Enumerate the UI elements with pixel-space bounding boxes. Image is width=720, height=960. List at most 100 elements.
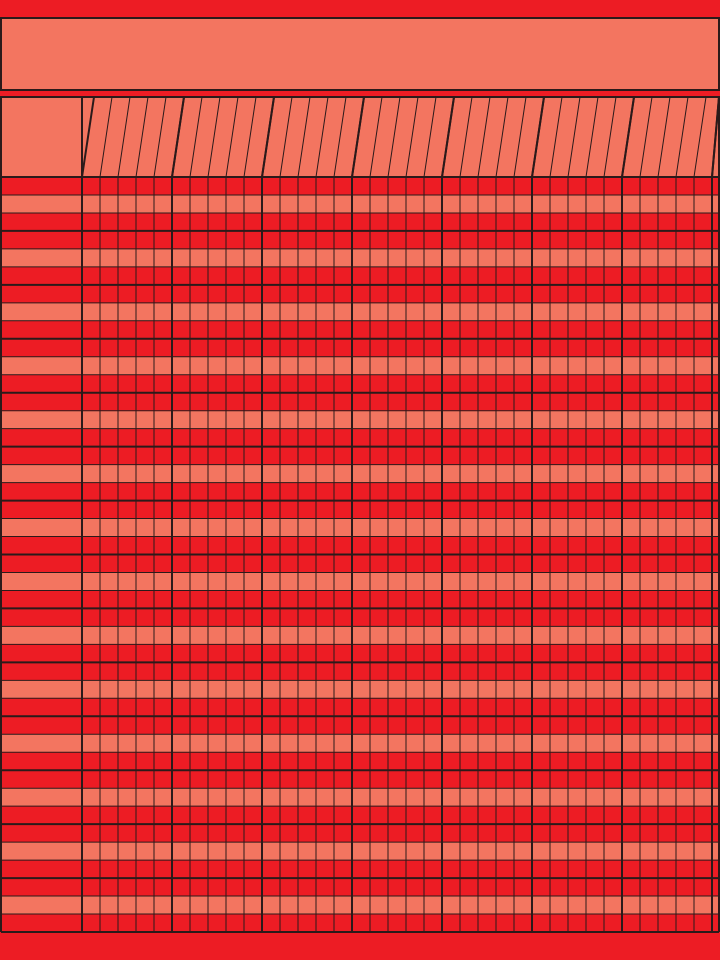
row-cells[interactable] bbox=[82, 392, 719, 411]
row-name-cell[interactable] bbox=[1, 680, 82, 699]
table-row bbox=[1, 860, 719, 879]
row-cells[interactable] bbox=[82, 752, 719, 771]
row-cells[interactable] bbox=[82, 248, 719, 267]
header-slanted-line bbox=[639, 96, 653, 178]
row-name-cell[interactable] bbox=[1, 194, 82, 213]
row-name-cell[interactable] bbox=[1, 464, 82, 483]
row-cells[interactable] bbox=[82, 518, 719, 537]
row-name-cell[interactable] bbox=[1, 896, 82, 915]
row-name-cell[interactable] bbox=[1, 302, 82, 321]
row-cells[interactable] bbox=[82, 177, 719, 195]
row-name-cell[interactable] bbox=[1, 824, 82, 843]
row-cells[interactable] bbox=[82, 302, 719, 321]
row-cells[interactable] bbox=[82, 428, 719, 447]
row-cells[interactable] bbox=[82, 410, 719, 429]
row-cells[interactable] bbox=[82, 716, 719, 735]
row-name-cell[interactable] bbox=[1, 338, 82, 357]
row-cells[interactable] bbox=[82, 878, 719, 897]
row-name-cell[interactable] bbox=[1, 356, 82, 375]
row-name-cell[interactable] bbox=[1, 878, 82, 897]
row-cells[interactable] bbox=[82, 230, 719, 249]
row-cells[interactable] bbox=[82, 644, 719, 663]
row-name-cell[interactable] bbox=[1, 644, 82, 663]
name-column-header[interactable] bbox=[0, 96, 83, 178]
table-row bbox=[1, 194, 719, 213]
row-name-cell[interactable] bbox=[1, 212, 82, 231]
row-name-cell[interactable] bbox=[1, 842, 82, 861]
row-name-cell[interactable] bbox=[1, 320, 82, 339]
row-cells[interactable] bbox=[82, 662, 719, 681]
row-name-cell[interactable] bbox=[1, 734, 82, 753]
row-cells[interactable] bbox=[82, 266, 719, 285]
header-group-divider bbox=[171, 96, 185, 178]
row-cells[interactable] bbox=[82, 626, 719, 645]
table-row bbox=[1, 662, 719, 681]
row-cells[interactable] bbox=[82, 770, 719, 789]
row-cells[interactable] bbox=[82, 284, 719, 303]
row-name-cell[interactable] bbox=[1, 428, 82, 447]
row-cells[interactable] bbox=[82, 914, 719, 932]
row-cells[interactable] bbox=[82, 554, 719, 573]
row-name-cell[interactable] bbox=[1, 500, 82, 519]
row-cells[interactable] bbox=[82, 608, 719, 627]
row-name-cell[interactable] bbox=[1, 266, 82, 285]
row-name-cell[interactable] bbox=[1, 698, 82, 717]
row-name-cell[interactable] bbox=[1, 518, 82, 537]
row-name-cell[interactable] bbox=[1, 788, 82, 807]
row-name-cell[interactable] bbox=[1, 230, 82, 249]
header-slanted-line bbox=[99, 96, 113, 178]
row-cells[interactable] bbox=[82, 536, 719, 555]
row-cells[interactable] bbox=[82, 860, 719, 879]
row-name-cell[interactable] bbox=[1, 410, 82, 429]
row-cells[interactable] bbox=[82, 482, 719, 501]
row-cells[interactable] bbox=[82, 356, 719, 375]
row-cells[interactable] bbox=[82, 572, 719, 591]
row-name-cell[interactable] bbox=[1, 590, 82, 609]
row-name-cell[interactable] bbox=[1, 770, 82, 789]
row-cells[interactable] bbox=[82, 680, 719, 699]
row-name-cell[interactable] bbox=[1, 482, 82, 501]
row-name-cell[interactable] bbox=[1, 248, 82, 267]
header-group-divider bbox=[351, 96, 365, 178]
row-cells[interactable] bbox=[82, 194, 719, 213]
row-name-cell[interactable] bbox=[1, 572, 82, 591]
row-cells[interactable] bbox=[82, 374, 719, 393]
row-name-cell[interactable] bbox=[1, 914, 82, 932]
row-cells[interactable] bbox=[82, 824, 719, 843]
row-name-cell[interactable] bbox=[1, 662, 82, 681]
row-cells[interactable] bbox=[82, 338, 719, 357]
row-name-cell[interactable] bbox=[1, 860, 82, 879]
row-cells[interactable] bbox=[82, 320, 719, 339]
row-name-cell[interactable] bbox=[1, 716, 82, 735]
row-name-cell[interactable] bbox=[1, 446, 82, 465]
row-cells[interactable] bbox=[82, 590, 719, 609]
row-cells[interactable] bbox=[82, 464, 719, 483]
table-row bbox=[1, 392, 719, 411]
title-bar[interactable] bbox=[0, 17, 720, 91]
table-row bbox=[1, 500, 719, 519]
row-name-cell[interactable] bbox=[1, 626, 82, 645]
row-cells[interactable] bbox=[82, 734, 719, 753]
row-cells[interactable] bbox=[82, 806, 719, 825]
row-cells[interactable] bbox=[82, 500, 719, 519]
row-name-cell[interactable] bbox=[1, 374, 82, 393]
row-name-cell[interactable] bbox=[1, 177, 82, 195]
row-name-cell[interactable] bbox=[1, 554, 82, 573]
table-row bbox=[1, 698, 719, 717]
table-row bbox=[1, 842, 719, 861]
row-name-cell[interactable] bbox=[1, 806, 82, 825]
row-name-cell[interactable] bbox=[1, 752, 82, 771]
row-name-cell[interactable] bbox=[1, 536, 82, 555]
row-cells[interactable] bbox=[82, 896, 719, 915]
header-slanted-line bbox=[315, 96, 329, 178]
row-cells[interactable] bbox=[82, 788, 719, 807]
row-name-cell[interactable] bbox=[1, 284, 82, 303]
row-name-cell[interactable] bbox=[1, 608, 82, 627]
header-slanted-line bbox=[225, 96, 239, 178]
row-cells[interactable] bbox=[82, 698, 719, 717]
row-cells[interactable] bbox=[82, 842, 719, 861]
row-cells[interactable] bbox=[82, 212, 719, 231]
row-name-cell[interactable] bbox=[1, 392, 82, 411]
header-slanted-lines bbox=[81, 96, 720, 178]
row-cells[interactable] bbox=[82, 446, 719, 465]
